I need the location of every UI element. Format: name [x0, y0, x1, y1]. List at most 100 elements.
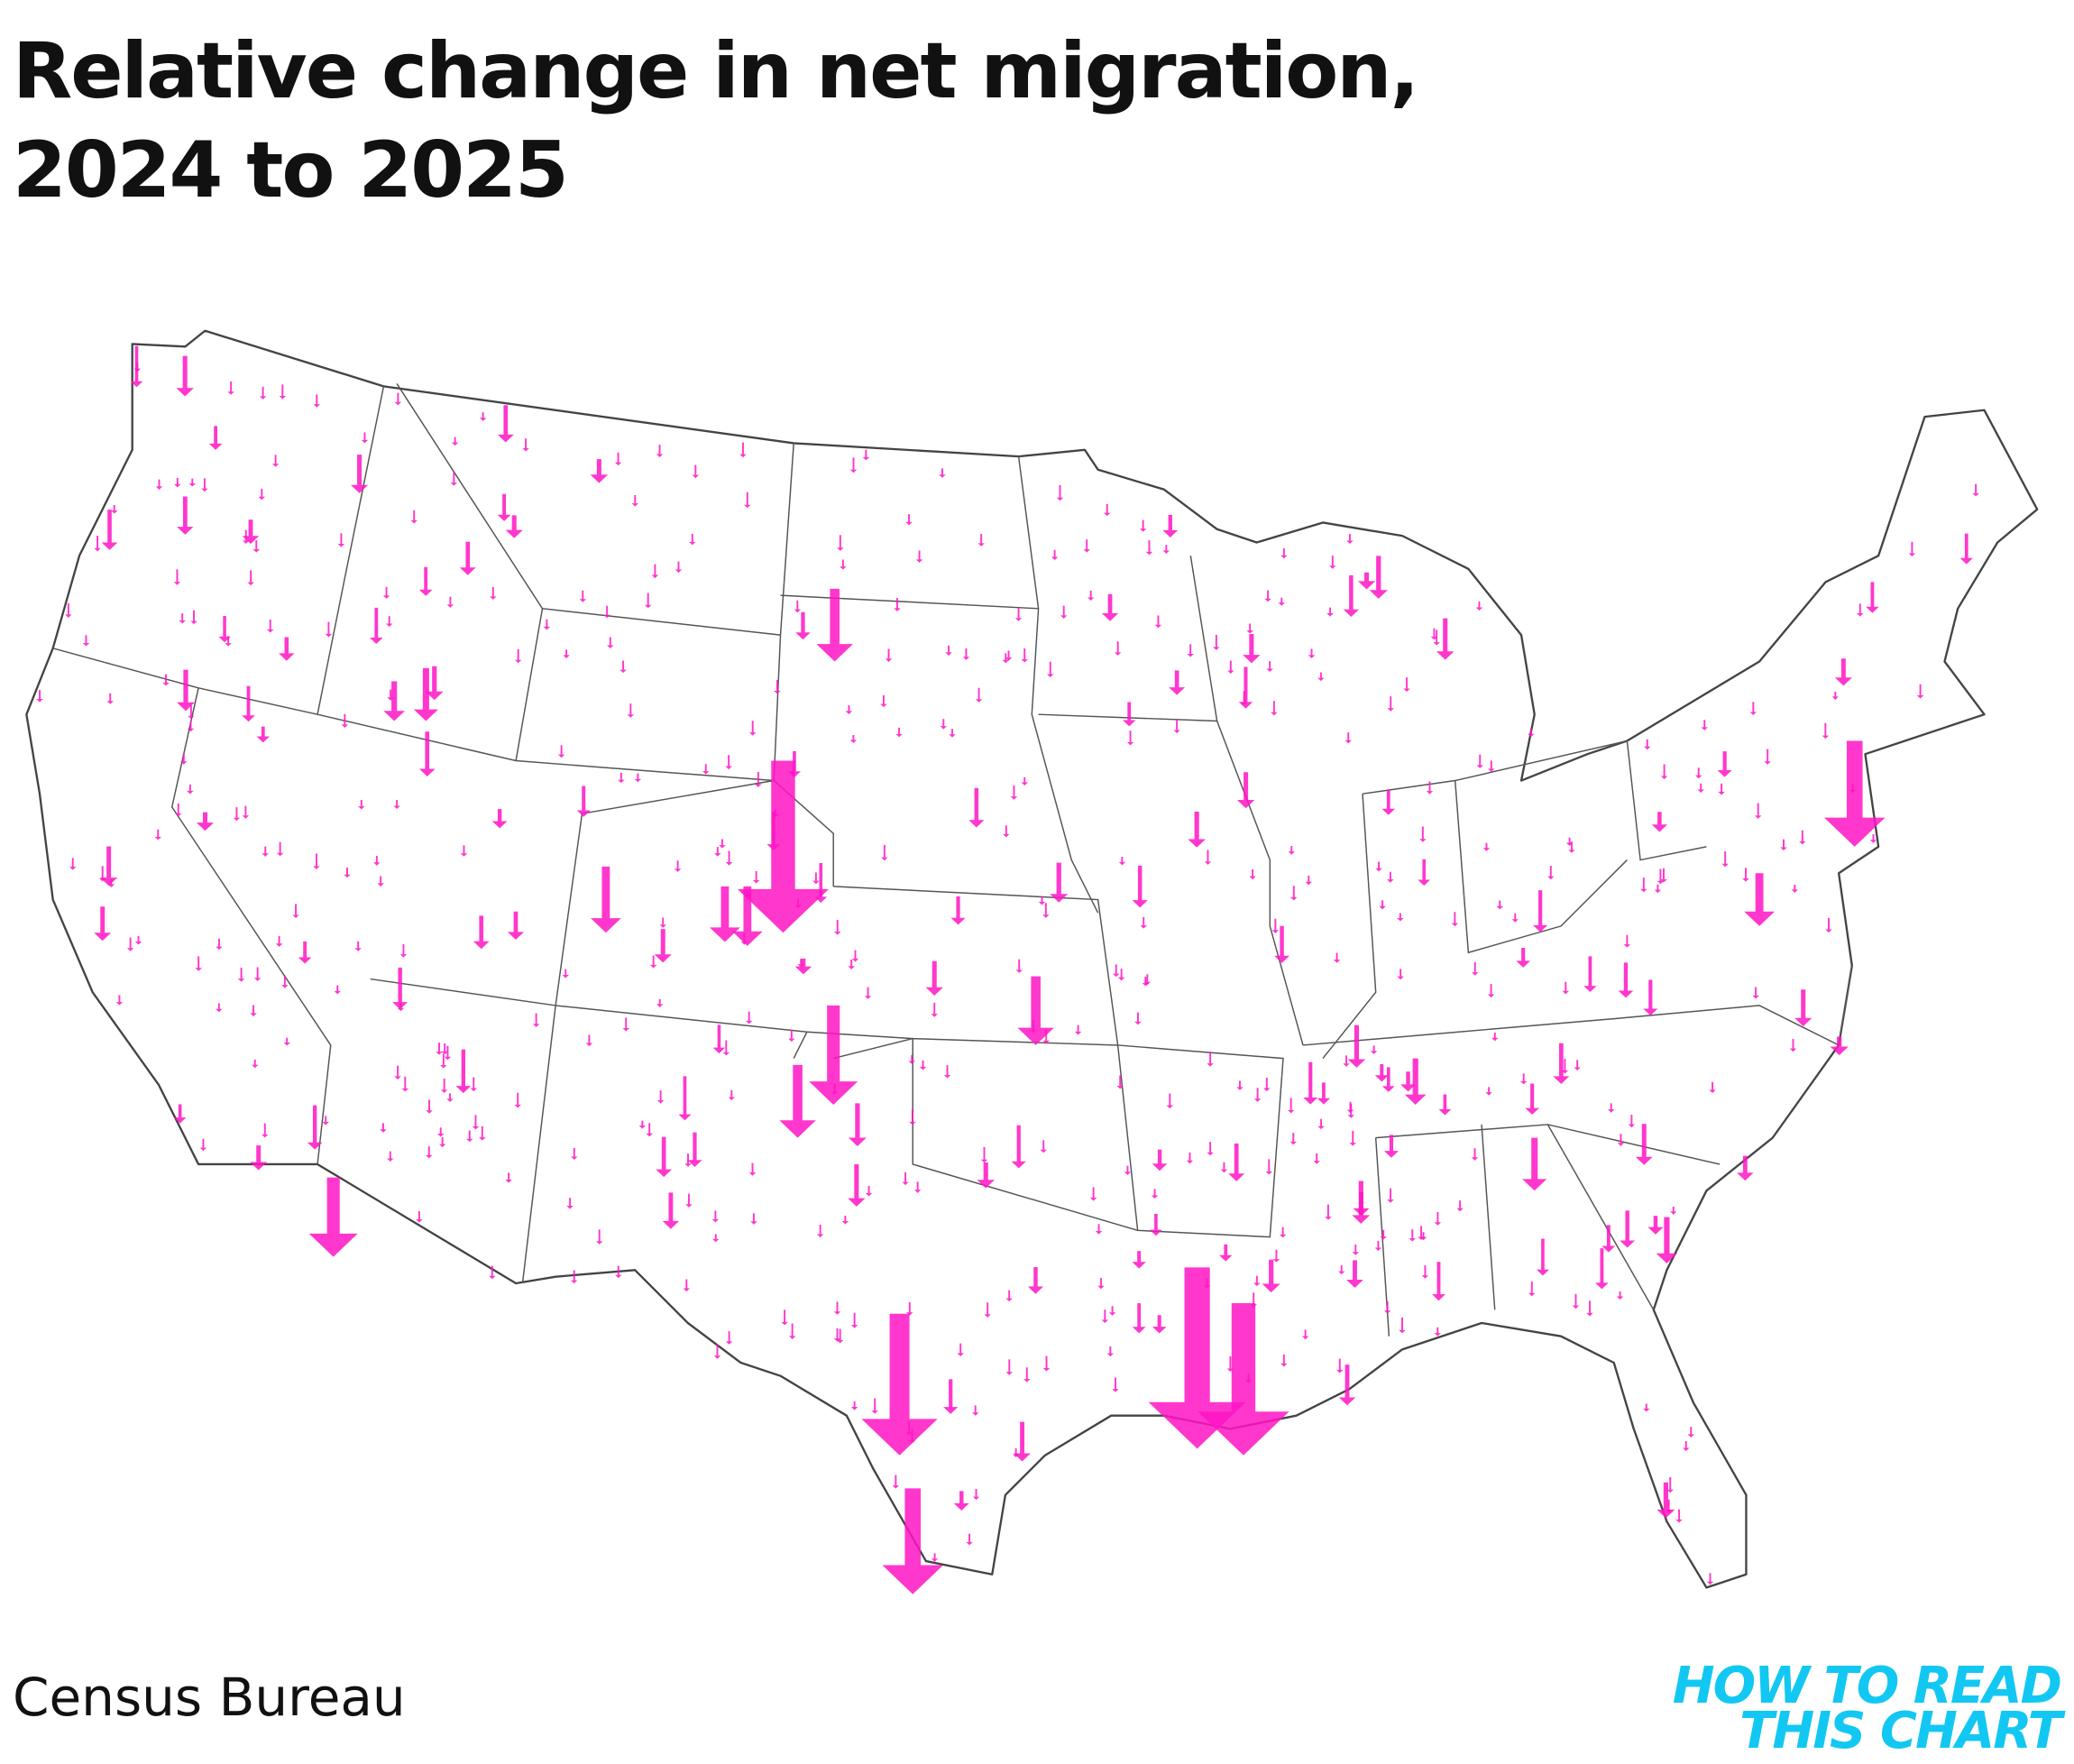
- migration-arrow: [216, 938, 223, 951]
- migration-arrow: [1027, 1267, 1044, 1294]
- migration-arrow: [313, 853, 320, 869]
- migration-arrow: [1249, 868, 1256, 880]
- migration-arrow: [881, 844, 888, 861]
- migration-arrow: [1456, 1200, 1464, 1212]
- migration-arrow: [814, 862, 828, 904]
- migration-arrow: [358, 799, 365, 810]
- migration-arrow: [882, 1488, 943, 1594]
- migration-arrow: [794, 600, 802, 613]
- migration-arrow: [1764, 749, 1771, 765]
- migration-arrow: [1471, 1148, 1479, 1161]
- migration-arrow: [1132, 1251, 1146, 1269]
- migration-arrow: [1383, 1300, 1391, 1314]
- migration-arrow: [1533, 890, 1548, 933]
- migration-arrow: [491, 809, 508, 829]
- migration-arrow: [1186, 1153, 1194, 1164]
- migration-arrow: [570, 1270, 578, 1284]
- migration-arrow: [713, 1344, 721, 1359]
- migration-arrow: [1654, 884, 1662, 894]
- migration-arrow: [1433, 629, 1440, 646]
- migration-arrow: [196, 812, 215, 831]
- migration-arrow: [1525, 1083, 1539, 1116]
- migration-arrow: [685, 1193, 693, 1208]
- migration-arrow: [1095, 1224, 1103, 1235]
- migration-arrow: [644, 593, 652, 609]
- migration-arrow: [292, 904, 299, 919]
- migration-arrow: [1528, 1281, 1536, 1297]
- logo-line: HOW TO READ: [1673, 1657, 2061, 1715]
- migration-arrow: [865, 1185, 873, 1197]
- migration-arrow: [1647, 1216, 1664, 1235]
- migration-arrow: [1522, 1137, 1547, 1191]
- migration-arrow: [1436, 618, 1455, 660]
- migration-arrow: [1204, 850, 1212, 865]
- migration-arrow: [591, 866, 621, 933]
- migration-arrow: [1487, 984, 1495, 998]
- migration-arrow: [180, 752, 188, 765]
- migration-arrow: [1287, 1098, 1295, 1114]
- migration-arrow: [1289, 1133, 1297, 1145]
- migration-arrow: [1574, 1060, 1581, 1071]
- migration-arrow: [1399, 1317, 1406, 1334]
- migration-arrow: [173, 569, 181, 585]
- migration-arrow: [281, 975, 289, 988]
- migration-arrow: [1149, 1213, 1162, 1236]
- migration-arrow: [173, 1104, 187, 1124]
- migration-arrow: [711, 1210, 720, 1223]
- migration-arrow: [812, 872, 820, 885]
- migration-arrow: [908, 1054, 915, 1064]
- migration-arrow: [1108, 1306, 1116, 1316]
- migration-arrow: [674, 860, 682, 872]
- migration-arrow: [1132, 1303, 1146, 1334]
- migration-arrow: [781, 1309, 788, 1326]
- migration-arrow: [267, 619, 274, 633]
- migration-arrow: [1825, 917, 1832, 933]
- migration-arrow: [126, 937, 134, 951]
- migration-arrow: [505, 515, 523, 538]
- migration-arrow: [325, 621, 333, 638]
- migration-arrow: [271, 455, 280, 467]
- migration-arrow: [1187, 644, 1194, 657]
- migration-arrow: [507, 911, 524, 940]
- migration-arrow: [1706, 1573, 1714, 1585]
- migration-arrow: [712, 1024, 726, 1054]
- migration-arrow: [1122, 702, 1136, 727]
- migration-arrow: [966, 1533, 973, 1546]
- migration-arrow: [1152, 1149, 1168, 1171]
- migration-arrow: [1616, 1291, 1624, 1300]
- migration-arrow: [187, 784, 194, 795]
- migration-arrow: [1253, 1088, 1262, 1102]
- migration-arrow: [216, 1003, 223, 1013]
- migration-arrow: [262, 846, 269, 857]
- migration-arrow: [1021, 776, 1028, 786]
- migration-arrow: [1656, 868, 1665, 885]
- migration-arrow: [100, 846, 118, 887]
- migration-arrow: [1056, 484, 1064, 501]
- migration-arrow: [1380, 1229, 1387, 1240]
- migration-arrow: [188, 478, 197, 487]
- migration-arrow: [702, 764, 710, 775]
- migration-arrow: [436, 1043, 443, 1055]
- migration-arrow: [1333, 952, 1341, 963]
- migration-arrow: [725, 1331, 733, 1345]
- migration-arrow: [864, 987, 872, 999]
- migration-arrow: [816, 1225, 824, 1238]
- migration-arrow: [622, 1017, 629, 1032]
- migration-arrow: [1683, 1440, 1690, 1452]
- migration-arrow: [1789, 1038, 1797, 1052]
- migration-arrow: [1568, 841, 1575, 853]
- migration-arrow: [1347, 1024, 1366, 1068]
- migration-arrow: [1132, 865, 1148, 908]
- migration-arrow: [977, 1162, 996, 1189]
- migration-arrow: [595, 1229, 603, 1245]
- migration-arrow: [1203, 1278, 1211, 1289]
- migration-arrow: [737, 760, 830, 933]
- migration-arrow: [1742, 868, 1749, 882]
- migration-arrow: [258, 488, 266, 501]
- migration-arrow: [712, 1234, 720, 1243]
- migration-arrow: [940, 719, 948, 730]
- migration-arrow: [1644, 739, 1651, 750]
- migration-arrow: [687, 1132, 702, 1168]
- migration-arrow: [816, 588, 853, 662]
- migration-arrow: [1561, 1059, 1569, 1074]
